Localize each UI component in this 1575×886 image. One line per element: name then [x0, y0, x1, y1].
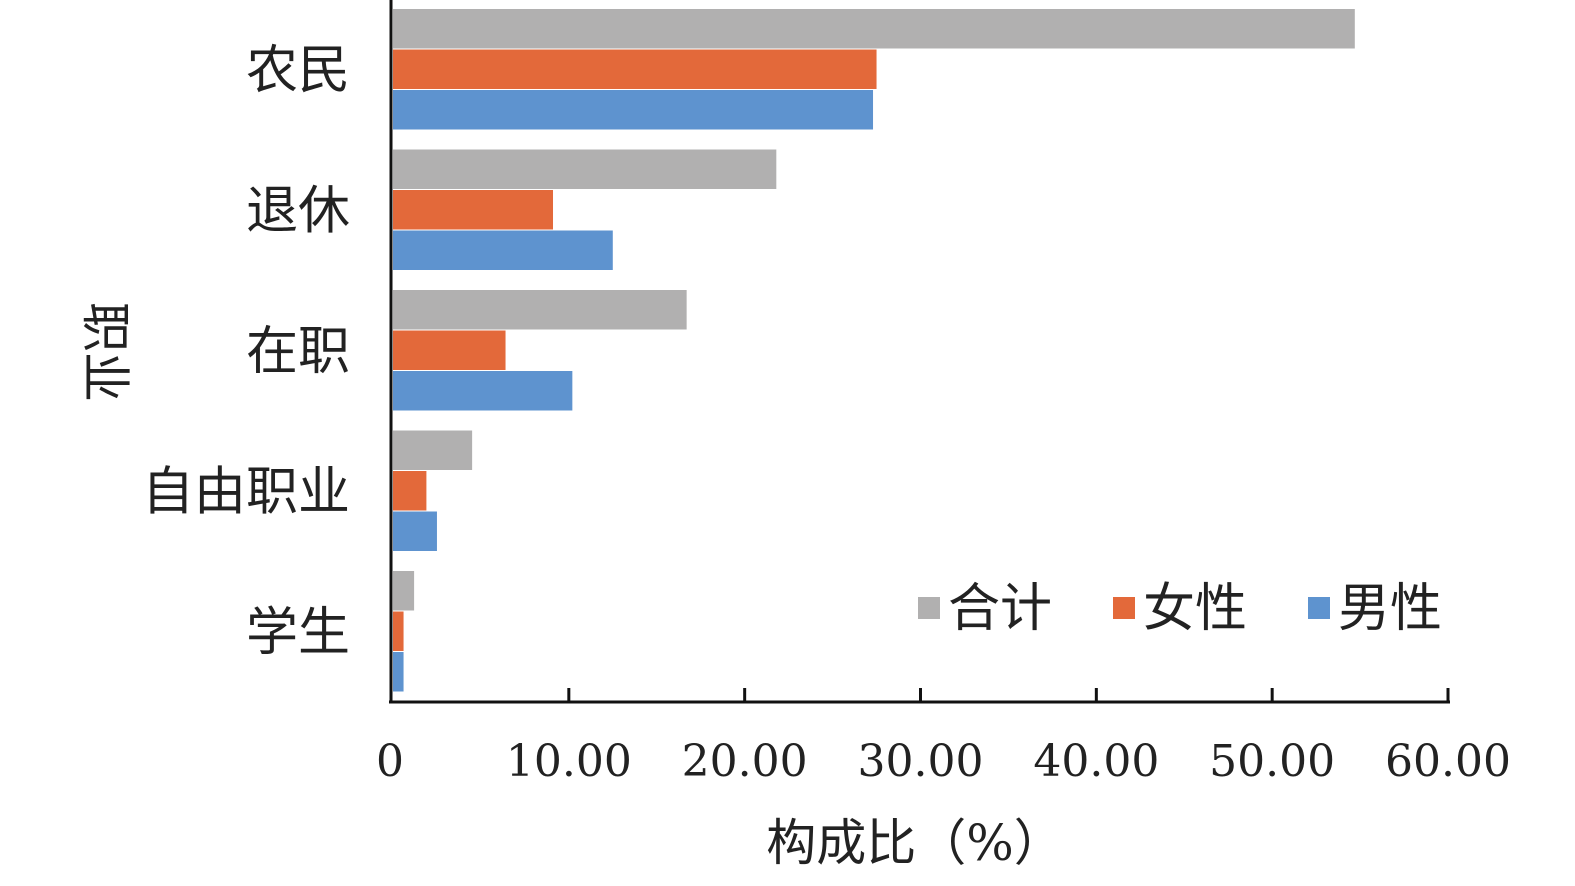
bar-0-1	[393, 49, 877, 89]
bar-2-2	[393, 371, 573, 411]
bar-2-0	[393, 290, 687, 330]
x-tick-label: 30.00	[858, 736, 984, 787]
legend-swatch	[1113, 597, 1135, 619]
x-tick-label: 0	[376, 736, 404, 787]
bar-0-2	[393, 90, 874, 130]
category-label: 自由职业	[142, 462, 350, 522]
x-tick-label: 20.00	[682, 736, 808, 787]
legend-label: 合计	[948, 579, 1052, 639]
bar-1-2	[393, 230, 613, 270]
bar-3-2	[393, 511, 437, 551]
x-ticks: 0 10.00 20.00 30.00 40.00 50.00 60.00	[376, 688, 1511, 787]
category-label: 农民	[246, 41, 350, 101]
bar-4-2	[393, 652, 404, 692]
legend-label: 女性	[1143, 579, 1247, 639]
legend-swatch	[1308, 597, 1330, 619]
x-tick-label: 50.00	[1209, 736, 1335, 787]
bar-0-0	[393, 9, 1355, 49]
bar-2-1	[393, 330, 506, 370]
bars-group	[393, 9, 1355, 692]
x-tick-label: 10.00	[506, 736, 632, 787]
x-tick-label: 60.00	[1385, 736, 1511, 787]
y-axis-title: 职业	[76, 302, 134, 402]
legend: 合计 女性 男性	[918, 579, 1442, 639]
legend-label: 男性	[1338, 579, 1442, 639]
x-axis-title: 构成比（%）	[766, 814, 1064, 872]
bar-3-0	[393, 430, 473, 470]
bar-4-1	[393, 611, 404, 651]
bar-1-1	[393, 190, 554, 230]
category-label: 学生	[246, 603, 350, 663]
category-label: 退休	[246, 181, 350, 241]
category-label: 在职	[246, 322, 350, 382]
bar-4-0	[393, 571, 415, 611]
x-tick-label: 40.00	[1033, 736, 1159, 787]
legend-swatch	[918, 597, 940, 619]
bar-1-0	[393, 149, 777, 189]
bar-3-1	[393, 471, 427, 511]
